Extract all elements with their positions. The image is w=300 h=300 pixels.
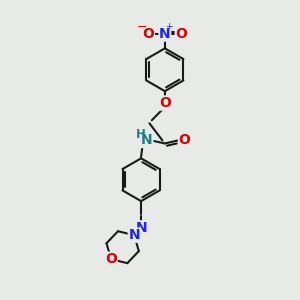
Text: O: O xyxy=(178,134,190,148)
Text: −: − xyxy=(137,21,147,34)
Text: N: N xyxy=(141,134,153,148)
Text: O: O xyxy=(175,27,187,41)
Text: +: + xyxy=(165,22,173,32)
Text: O: O xyxy=(142,27,154,41)
Text: H: H xyxy=(136,128,146,141)
Text: O: O xyxy=(159,96,171,110)
Text: N: N xyxy=(135,221,147,235)
Text: N: N xyxy=(128,228,140,242)
Text: O: O xyxy=(105,252,117,266)
Text: N: N xyxy=(159,27,171,41)
